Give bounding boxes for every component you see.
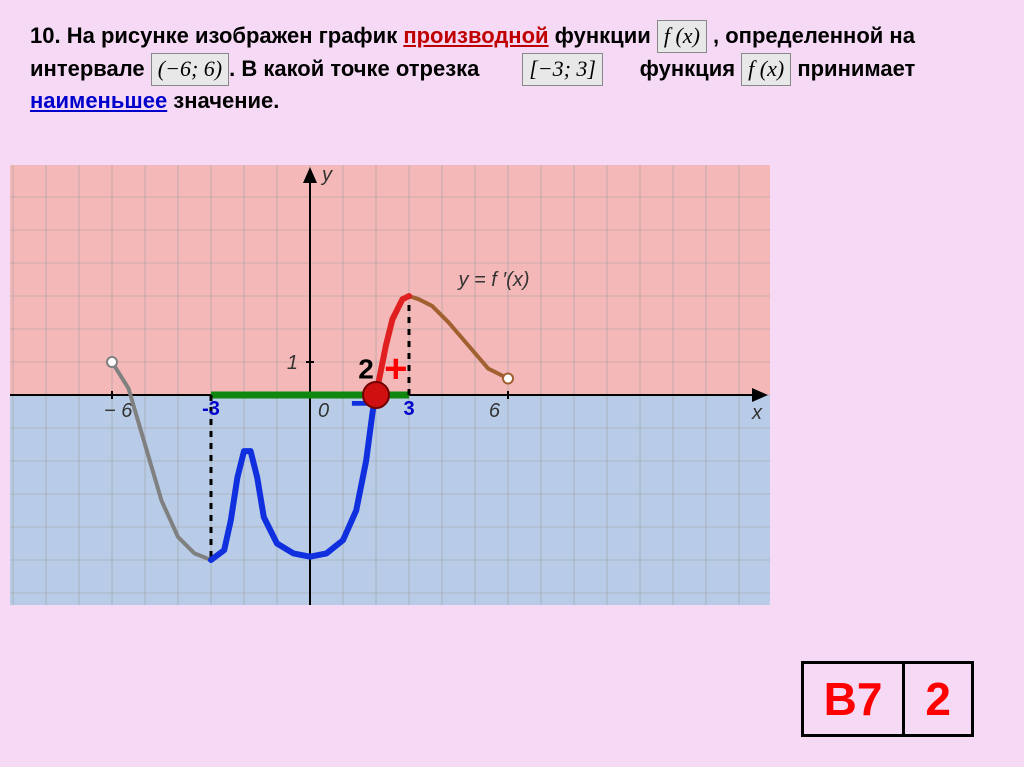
derivative-chart: − 6061yxy = f ′(x)-332+− [10,165,770,605]
svg-text:-3: -3 [202,398,220,420]
problem-number: 10. [30,23,61,48]
word-minimum: наименьшее [30,88,167,113]
interval-segment: [−3; 3] [522,53,603,86]
formula-fx: f (x) [657,20,707,53]
answer-label: В7 [802,663,904,736]
word-derivative: производной [403,23,548,48]
interval-domain: (−6; 6) [151,53,229,86]
svg-text:1: 1 [287,352,298,374]
answer-value: 2 [904,663,973,736]
svg-text:3: 3 [403,398,414,420]
svg-text:0: 0 [318,400,329,422]
svg-text:− 6: − 6 [104,400,133,422]
answer-box: В7 2 [801,661,974,737]
svg-text:y = f ′(x): y = f ′(x) [457,269,530,291]
problem-statement: 10. На рисунке изображен график производ… [0,0,1024,126]
svg-text:x: x [751,402,763,424]
svg-text:+: + [384,347,407,391]
svg-text:6: 6 [489,400,501,422]
formula-fx-2: f (x) [741,53,791,86]
svg-text:y: y [320,165,333,186]
